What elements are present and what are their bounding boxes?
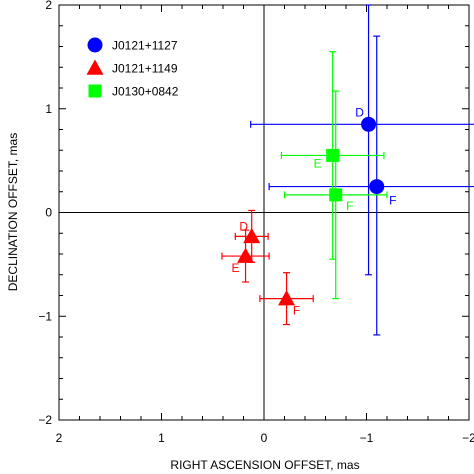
- series-J0121+1149: D E F: [221, 209, 314, 326]
- data-point-triangle: [86, 59, 104, 75]
- data-point-square: [329, 188, 343, 202]
- data-point-triangle: [237, 247, 255, 263]
- point-label: D: [355, 105, 364, 119]
- legend-label: J0121+1149: [112, 62, 178, 76]
- data-point-triangle: [243, 227, 261, 244]
- point-label: F: [389, 194, 396, 208]
- legend-label: J0121+1127: [112, 39, 178, 53]
- legend-label: J0130+0842: [112, 85, 179, 99]
- point-label: E: [232, 261, 240, 275]
- y-tick-label: 2: [45, 0, 52, 12]
- point-label: F: [346, 199, 353, 213]
- x-tick-label: 0: [261, 431, 268, 445]
- series-J0130+0842: EF: [280, 51, 388, 300]
- x-tick-label: 1: [158, 431, 165, 445]
- axis-ticks: [58, 4, 470, 421]
- legend: J0121+1127 J0121+1149 J0130+0842: [86, 37, 179, 99]
- data-point-square: [326, 148, 340, 162]
- x-axis-title: RIGHT ASCENSION OFFSET, mas: [170, 458, 359, 472]
- data-point-triangle: [278, 290, 296, 306]
- data-point-circle: [369, 179, 385, 195]
- x-tick-label: −1: [360, 431, 374, 445]
- axis-tick-labels: 2 1 0 −1 −2 −2 −1 0 1 2: [38, 0, 474, 445]
- data-point-circle: [87, 37, 103, 53]
- y-tick-label: 0: [45, 206, 52, 220]
- data-point-circle: [361, 116, 377, 132]
- point-label: F: [293, 304, 300, 318]
- zero-lines: [59, 5, 469, 420]
- x-tick-label: 2: [56, 431, 63, 445]
- y-tick-label: −1: [38, 309, 52, 323]
- series-J0121+1127: DF: [250, 4, 474, 336]
- data-point-square: [88, 84, 102, 98]
- point-label: D: [239, 219, 248, 233]
- x-tick-label: −2: [462, 431, 474, 445]
- point-label: E: [314, 156, 322, 170]
- y-tick-label: 1: [45, 102, 52, 116]
- y-axis-title: DECLINATION OFFSET, mas: [6, 133, 20, 291]
- y-tick-label: −2: [38, 413, 52, 427]
